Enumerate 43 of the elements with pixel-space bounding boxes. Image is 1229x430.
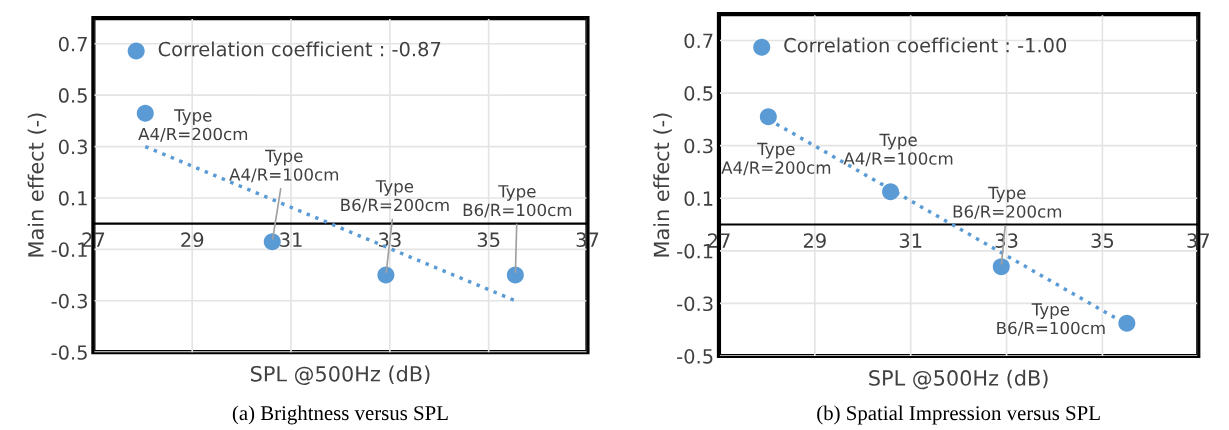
point bbox=[992, 258, 1010, 276]
text: (b) Spatial Impression versus SPL bbox=[817, 405, 1100, 425]
x-tick-label: 29 bbox=[803, 233, 826, 248]
x-axis-title: SPL @500Hz (dB) bbox=[251, 365, 430, 385]
y-tick-label: 0.5 bbox=[684, 86, 713, 101]
point bbox=[882, 183, 900, 201]
y-tick-label: 0.3 bbox=[58, 139, 87, 155]
y-tick-label: 0.1 bbox=[684, 191, 713, 206]
point bbox=[136, 104, 154, 122]
x-tick-label: 29 bbox=[181, 232, 204, 248]
annotation: Type B6/R=200cm bbox=[953, 186, 1062, 220]
y-tick-label: -0.3 bbox=[677, 296, 713, 312]
point bbox=[506, 266, 524, 284]
x-tick-label: 33 bbox=[378, 232, 401, 248]
y-tick-label: 0.1 bbox=[58, 190, 87, 206]
y-tick-label: 0.7 bbox=[58, 36, 87, 52]
y-tick-label: -0.5 bbox=[51, 345, 87, 360]
x-tick-label: 35 bbox=[1091, 233, 1114, 248]
y-tick-label: 0.5 bbox=[58, 88, 87, 103]
y-axis-title: Main effect (-) bbox=[653, 113, 672, 257]
legend-label: Correlation coefficient : -0.87 bbox=[158, 41, 441, 57]
annotation: Type B6/R=100cm bbox=[463, 185, 572, 218]
text: (a) Brightness versus SPL bbox=[232, 405, 448, 425]
y-tick-label: -0.5 bbox=[677, 349, 713, 364]
y-tick-label: 0.7 bbox=[684, 33, 713, 49]
annotation: Type A4/R=100cm bbox=[843, 133, 953, 167]
y-tick-label: 0.3 bbox=[684, 138, 713, 154]
y-axis-title: Main effect (-) bbox=[27, 113, 47, 257]
point bbox=[1118, 314, 1136, 332]
legend-label: Correlation coefficient : -1.00 bbox=[784, 37, 1067, 53]
x-tick-label: 31 bbox=[899, 233, 922, 248]
point bbox=[759, 108, 777, 126]
y-tick-label: -0.3 bbox=[51, 293, 87, 309]
x-tick-label: 31 bbox=[280, 232, 302, 248]
annotation: Type B6/R=200cm bbox=[341, 180, 449, 213]
annotation: Type B6/R=100cm bbox=[997, 303, 1105, 336]
x-tick-label: 35 bbox=[477, 232, 500, 248]
x-axis-title: SPL @500Hz (dB) bbox=[869, 369, 1048, 390]
annotation: Type A4/R=200cm bbox=[721, 142, 831, 176]
point bbox=[263, 233, 281, 251]
annotation: Type A4/R=100cm bbox=[229, 149, 339, 183]
point bbox=[377, 266, 395, 284]
annotation: Type A4/R=200cm bbox=[138, 109, 248, 142]
